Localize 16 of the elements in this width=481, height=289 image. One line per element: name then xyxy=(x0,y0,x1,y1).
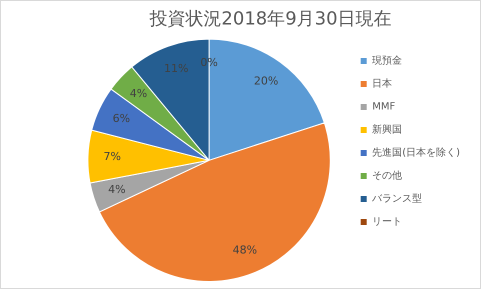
data-label: 48% xyxy=(232,243,258,256)
legend-label: リート xyxy=(372,216,402,228)
legend-label: 先進国(日本を除く) xyxy=(372,146,460,159)
data-label: 4% xyxy=(108,183,126,196)
data-label: 7% xyxy=(103,150,121,164)
legend-label: バランス型 xyxy=(371,192,422,205)
legend-label: 日本 xyxy=(372,78,392,90)
legend-label: MMF xyxy=(372,102,396,113)
chart-title: 投資状況2018年9月30日現在 xyxy=(148,8,392,30)
legend-label: 新興国 xyxy=(372,124,402,136)
data-label: 20% xyxy=(254,74,278,88)
legend-label: その他 xyxy=(372,170,402,182)
data-label: 11% xyxy=(164,62,188,75)
data-label: 4% xyxy=(130,86,148,100)
legend-label: 現預金 xyxy=(372,54,402,67)
data-label: 6% xyxy=(112,112,130,125)
